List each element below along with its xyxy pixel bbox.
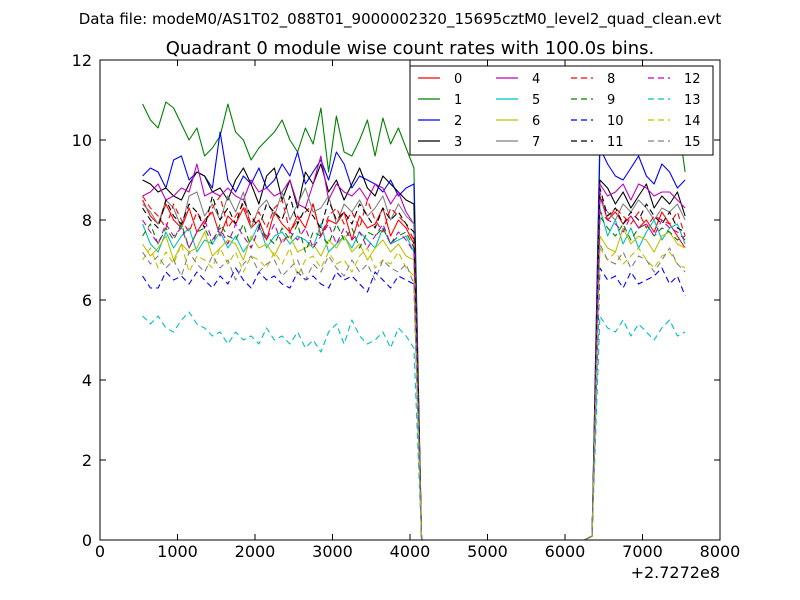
y-tick-label: 12	[72, 51, 92, 70]
legend-entry-8: 8	[571, 72, 615, 87]
legend-label: 14	[684, 114, 701, 129]
legend-entry-11: 11	[571, 135, 624, 150]
plot-frame	[99, 59, 721, 541]
legend-label: 11	[607, 135, 624, 150]
legend-entry-4: 4	[496, 72, 540, 87]
legend-label: 8	[607, 72, 615, 87]
x-tick-label: 3000	[312, 542, 353, 561]
legend-label: 0	[454, 72, 462, 87]
x-tick-label: 0	[95, 542, 105, 561]
legend-entry-12: 12	[648, 72, 701, 87]
legend-entry-14: 14	[648, 114, 701, 129]
legend-entry-15: 15	[648, 135, 701, 150]
legend-label: 10	[607, 114, 624, 129]
legend-label: 7	[532, 135, 540, 150]
legend-entry-3: 3	[418, 135, 462, 150]
y-tick-label: 2	[82, 451, 92, 470]
legend-entry-7: 7	[496, 135, 540, 150]
series-line-14	[142, 243, 686, 541]
x-tick-label: 8000	[700, 542, 741, 561]
legend-label: 3	[454, 135, 462, 150]
legend-label: 6	[532, 114, 540, 129]
legend-label: 1	[454, 93, 462, 108]
y-tick-label: 8	[82, 211, 92, 230]
x-tick-label: 1000	[157, 542, 198, 561]
x-tick-label: 7000	[622, 542, 663, 561]
x-tick-label: 5000	[467, 542, 508, 561]
legend-entry-0: 0	[418, 72, 462, 87]
y-tick-label: 10	[72, 131, 92, 150]
legend-entry-13: 13	[648, 93, 701, 108]
legend-label: 15	[684, 135, 701, 150]
y-tick-label: 4	[82, 371, 92, 390]
legend-entry-10: 10	[571, 114, 624, 129]
axis-ticks: 0 1000 2000 3000 4000 5000 6000 7000 80000246810…	[72, 51, 741, 561]
legend-entry-9: 9	[571, 93, 615, 108]
x-tick-label: 4000	[390, 542, 431, 561]
y-tick-label: 0	[82, 531, 92, 550]
chart-title: Quadrant 0 module wise count rates with …	[166, 38, 655, 59]
legend-label: 9	[607, 93, 615, 108]
legend-box	[409, 65, 714, 156]
legend-entry-6: 6	[496, 114, 540, 129]
x-tick-label: 6000	[545, 542, 586, 561]
figure-suptitle: Data file: modeM0/AS1T02_088T01_90000023…	[79, 10, 722, 29]
legend-label: 12	[684, 72, 701, 87]
series-layer	[142, 101, 686, 541]
series-line-13	[142, 311, 686, 541]
legend-label: 2	[454, 114, 462, 129]
x-axis-offset-label: +2.7272e8	[631, 563, 720, 582]
y-tick-label: 6	[82, 291, 92, 310]
legend-label: 4	[532, 72, 540, 87]
legend-entry-5: 5	[496, 93, 540, 108]
legend-label: 5	[532, 93, 540, 108]
legend-entry-2: 2	[418, 114, 462, 129]
series-line-15	[142, 243, 686, 541]
legend-label: 13	[684, 93, 701, 108]
legend-entry-1: 1	[418, 93, 462, 108]
x-tick-label: 2000	[235, 542, 276, 561]
